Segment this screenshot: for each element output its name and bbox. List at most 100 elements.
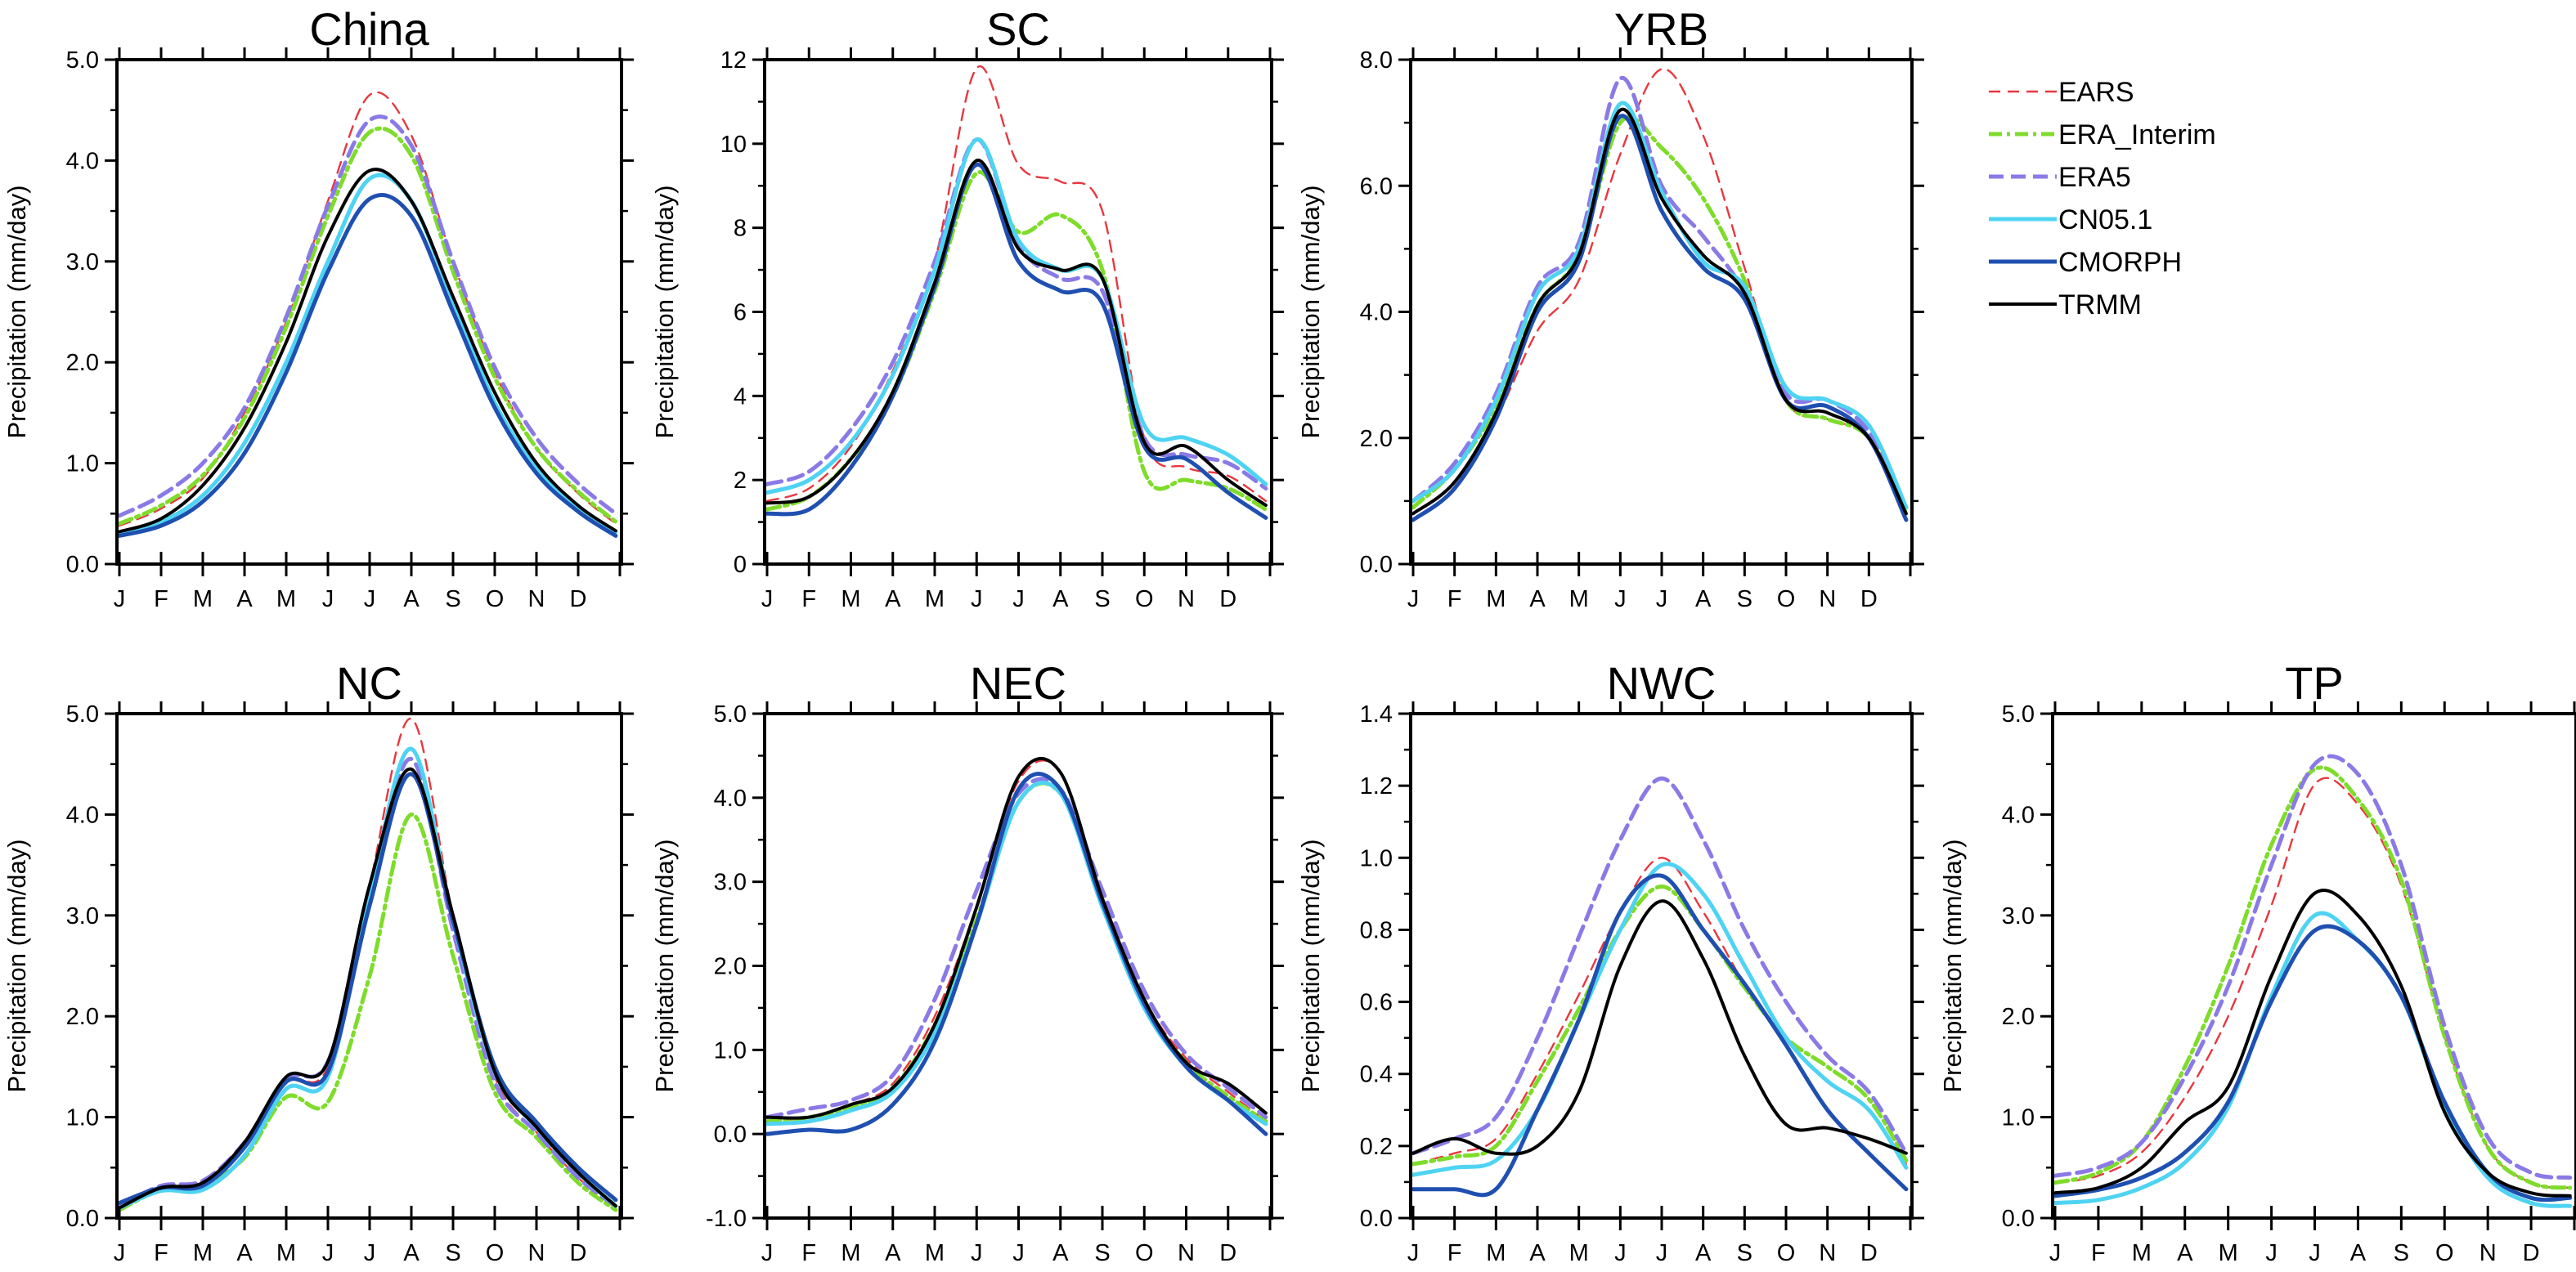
series-group xyxy=(1411,68,1909,522)
x-tick-label: J xyxy=(2309,1240,2321,1266)
y-tick-label: 0.0 xyxy=(1360,1206,1393,1232)
series-line-ears xyxy=(1411,857,1908,1166)
x-tick-label: M xyxy=(2219,1240,2238,1266)
x-tick-label: F xyxy=(1447,1240,1462,1266)
y-tick-label: -1.0 xyxy=(706,1206,747,1232)
series-line-cn05-1 xyxy=(1411,862,1909,1177)
legend-label: ERA5 xyxy=(2058,162,2131,193)
y-axis-label: Precipitation (mm/day) xyxy=(650,839,679,1092)
x-tick-label: M xyxy=(1569,1240,1589,1266)
y-tick-label: 0.0 xyxy=(66,1206,99,1232)
y-tick-label: 0.2 xyxy=(1360,1134,1393,1160)
series-line-era-interim xyxy=(765,170,1268,512)
y-tick-label: 5.0 xyxy=(66,47,99,74)
y-tick-label: 0.4 xyxy=(1360,1062,1393,1088)
series-line-cn05-1 xyxy=(117,172,618,536)
x-tick-label: A xyxy=(885,1240,901,1266)
series-line-era5 xyxy=(2053,754,2573,1180)
series-line-ears xyxy=(118,91,617,527)
panel-title: TP xyxy=(2285,657,2344,709)
series-line-trmm xyxy=(118,767,617,1210)
series-line-era-interim xyxy=(1411,885,1909,1167)
legend: EARS ERA_Interim ERA5 CN05.1 CMORPH TRMM xyxy=(1989,77,2216,320)
x-tick-label: J xyxy=(971,586,983,612)
series-group xyxy=(117,91,618,538)
y-tick-label: 1.0 xyxy=(714,1037,747,1064)
y-tick-label: 0.6 xyxy=(1360,990,1393,1016)
series-group xyxy=(765,756,1268,1136)
x-tick-label: D xyxy=(570,586,587,612)
y-tick-label: 0.0 xyxy=(714,1122,747,1148)
x-tick-label: A xyxy=(1052,586,1069,612)
y-axis-label: Precipitation (mm/day) xyxy=(2,185,31,438)
y-tick-label: 1.0 xyxy=(2002,1105,2035,1131)
y-tick-label: 0.0 xyxy=(1360,552,1393,578)
y-axis-label: Precipitation (mm/day) xyxy=(650,185,679,438)
x-tick-label: M xyxy=(925,586,945,612)
y-tick-label: 2.0 xyxy=(66,1004,99,1030)
y-tick-label: 4.0 xyxy=(1360,300,1393,326)
x-tick-label: F xyxy=(154,586,168,612)
x-tick-label: J xyxy=(1614,1240,1627,1266)
x-tick-label: A xyxy=(2350,1240,2367,1266)
x-tick-label: J xyxy=(1656,586,1668,612)
x-tick-label: J xyxy=(322,1240,334,1266)
series-group xyxy=(117,717,618,1212)
x-tick-label: M xyxy=(2132,1240,2152,1266)
series-line-era-interim xyxy=(2053,765,2573,1190)
x-tick-label: A xyxy=(1052,1240,1069,1266)
x-tick-label: O xyxy=(1777,586,1796,612)
panel-china: J F M A M J J A S O N D0.01.02.03.04.05.0ChinaPreci… xyxy=(2,3,634,612)
panel-title: YRB xyxy=(1614,3,1708,55)
series-line-trmm xyxy=(2053,888,2572,1198)
y-tick-label: 1.0 xyxy=(66,451,99,477)
y-tick-label: 0.8 xyxy=(1360,917,1393,943)
x-tick-label: J xyxy=(1012,586,1025,612)
x-tick-label: A xyxy=(236,1240,253,1266)
x-tick-label: J xyxy=(364,1240,376,1266)
panel-nec: J F M A M J J A S O N D-1.00.01.02.03.04.05.0NECPre… xyxy=(650,657,1284,1266)
x-tick-label: O xyxy=(2435,1240,2454,1266)
series-line-era5 xyxy=(117,114,618,518)
x-tick-label: N xyxy=(528,1240,545,1266)
x-tick-label: S xyxy=(1737,1240,1752,1266)
x-tick-label: N xyxy=(1178,1240,1195,1266)
y-axis-label: Precipitation (mm/day) xyxy=(1296,839,1325,1092)
x-tick-label: J xyxy=(1407,1240,1420,1266)
x-tick-label: S xyxy=(445,1240,460,1266)
y-tick-label: 12 xyxy=(720,47,747,74)
x-tick-label: N xyxy=(528,586,545,612)
panel-title: SC xyxy=(986,3,1050,55)
x-tick-label: D xyxy=(1860,586,1878,612)
series-line-trmm xyxy=(1411,107,1908,516)
x-tick-label: D xyxy=(1219,586,1236,612)
x-tick-label: J xyxy=(2049,1240,2062,1266)
x-tick-label: D xyxy=(1219,1240,1236,1266)
x-tick-label: J xyxy=(114,1240,126,1266)
legend-label: CMORPH xyxy=(2058,247,2182,278)
series-line-cn05-1 xyxy=(765,137,1268,495)
x-tick-label: M xyxy=(1569,586,1589,612)
series-line-cn05-1 xyxy=(2053,911,2573,1208)
series-line-era5 xyxy=(765,777,1268,1120)
y-tick-label: 1.0 xyxy=(66,1105,99,1131)
x-tick-label: A xyxy=(1695,1240,1712,1266)
x-tick-label: N xyxy=(1819,1240,1836,1266)
x-tick-label: A xyxy=(403,586,420,612)
y-tick-label: 3.0 xyxy=(66,249,99,275)
x-tick-label: O xyxy=(1777,1240,1796,1266)
series-group xyxy=(1411,776,1909,1198)
x-tick-label: S xyxy=(1094,1240,1110,1266)
series-line-era5 xyxy=(765,137,1268,490)
series-line-era-interim xyxy=(117,126,618,526)
y-tick-label: 6.0 xyxy=(1360,173,1393,199)
y-tick-label: 2 xyxy=(734,468,747,494)
x-tick-label: O xyxy=(1135,586,1154,612)
y-tick-label: 4.0 xyxy=(66,802,99,828)
series-line-ears xyxy=(1411,68,1908,515)
x-tick-label: D xyxy=(1860,1240,1878,1266)
x-tick-label: O xyxy=(1135,1240,1154,1266)
y-tick-label: 4.0 xyxy=(2002,802,2035,828)
series-line-ears xyxy=(2053,777,2571,1189)
x-tick-label: F xyxy=(801,586,816,612)
